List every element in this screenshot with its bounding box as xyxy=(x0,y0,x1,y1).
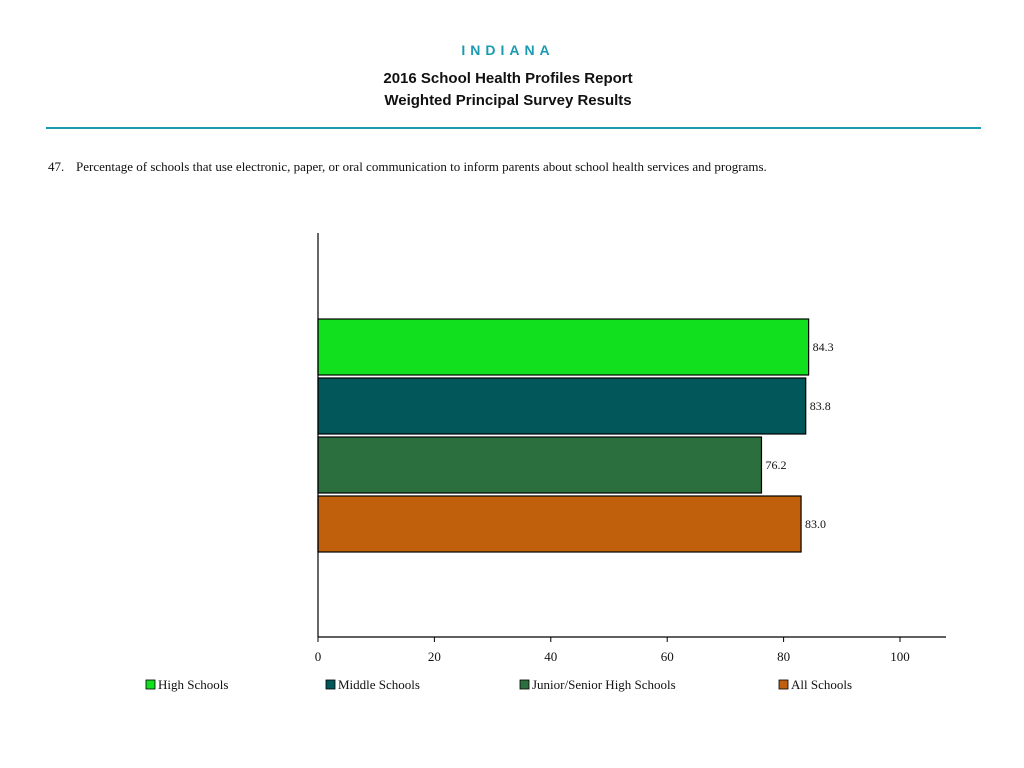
x-tick-label-40: 40 xyxy=(544,649,557,664)
legend-swatch-all-schools xyxy=(778,679,789,690)
question: 47. Percentage of schools that use electr… xyxy=(48,159,988,175)
bar-high-schools xyxy=(317,318,810,376)
legend-swatch-high-schools xyxy=(145,679,156,690)
x-tick-label-80: 80 xyxy=(777,649,790,664)
bars-group: 84.3 83.8 76.2 83.0 xyxy=(317,318,834,553)
x-tick-label-60: 60 xyxy=(661,649,674,664)
data-label-middle-schools: 83.8 xyxy=(810,399,831,413)
legend-swatch-middle-schools xyxy=(325,679,336,690)
question-text: Percentage of schools that use electroni… xyxy=(76,159,767,174)
state-name: INDIANA xyxy=(461,42,555,58)
legend-label-junior-senior-high-schools: Junior/Senior High Schools xyxy=(532,677,676,692)
bar-junior-senior-high-schools xyxy=(317,436,763,494)
header-divider xyxy=(46,127,981,129)
report-subtitle: Weighted Principal Survey Results xyxy=(384,92,632,109)
legend: High Schools Middle Schools Junior/Senior … xyxy=(145,677,852,692)
x-tick-label-0: 0 xyxy=(315,649,322,664)
bar-all-schools xyxy=(317,495,802,553)
data-label-high-schools: 84.3 xyxy=(813,340,834,354)
legend-label-high-schools: High Schools xyxy=(158,677,228,692)
axes-group: 0 20 40 60 80 100 xyxy=(315,233,946,664)
legend-label-middle-schools: Middle Schools xyxy=(338,677,420,692)
legend-label-all-schools: All Schools xyxy=(791,677,852,692)
data-label-all-schools: 83.0 xyxy=(805,517,826,531)
data-label-junior-senior-high-schools: 76.2 xyxy=(765,458,786,472)
question-number: 47. xyxy=(48,159,65,174)
x-tick-label-100: 100 xyxy=(890,649,910,664)
bar-middle-schools xyxy=(317,377,807,435)
x-tick-label-20: 20 xyxy=(428,649,441,664)
legend-swatch-junior-senior-high-schools xyxy=(519,679,530,690)
report-title: 2016 School Health Profiles Report xyxy=(383,70,633,87)
